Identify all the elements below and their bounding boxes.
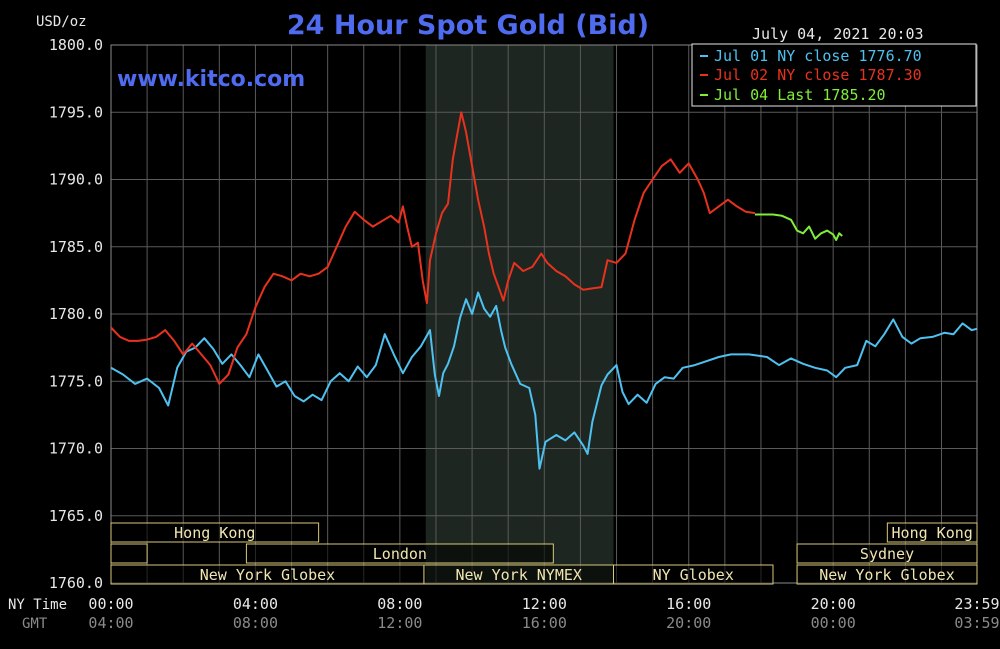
market-sessions: Hong Kong Hong Kong London Sydney New York G… <box>110 522 978 585</box>
x-tick-label-ny: 20:00 <box>811 595 856 613</box>
x-tick-label-ny: 16:00 <box>666 595 711 613</box>
x-tick-label-gmt: 12:00 <box>377 614 422 632</box>
legend-label-jul01: Jul 01 NY close 1776.70 <box>714 47 922 65</box>
x-tick-label-ny: 23:59 <box>954 595 999 613</box>
series-line-jul01 <box>110 291 978 470</box>
legend: Jul 01 NY close 1776.70 Jul 02 NY close … <box>691 43 977 107</box>
chart-title: 24 Hour Spot Gold (Bid) <box>287 10 649 41</box>
x-tick-label-ny: 12:00 <box>522 595 567 613</box>
x-tick-label-ny: 04:00 <box>233 595 278 613</box>
watermark: www.kitco.com <box>117 67 305 92</box>
y-tick-label: 1775.0 <box>49 372 103 390</box>
series-line-jul04 <box>754 213 843 241</box>
x-tick-label-gmt: 16:00 <box>522 614 567 632</box>
y-tick-label: 1765.0 <box>49 507 103 525</box>
x-tick-label-gmt: 00:00 <box>811 614 856 632</box>
session-label: NY Globex <box>653 566 734 584</box>
y-tick-label: 1800.0 <box>49 36 103 54</box>
grid-lines <box>110 44 978 584</box>
session-label: Sydney <box>860 545 914 563</box>
series-line-jul02 <box>110 111 756 385</box>
x-tick-label-gmt: 03:59 <box>954 614 999 632</box>
session-label: New York NYMEX <box>456 566 582 584</box>
y-tick-label: 1785.0 <box>49 238 103 256</box>
session-label: Hong Kong <box>892 524 973 542</box>
y-tick-label: 1760.0 <box>49 574 103 592</box>
x-tick-label-gmt: 20:00 <box>666 614 711 632</box>
y-axis-ticks: 1760.0 1765.0 1770.0 1775.0 1780.0 1785.0 1790… <box>49 36 103 592</box>
session-label: London <box>373 545 427 563</box>
series-layer <box>110 111 978 470</box>
session-label: Hong Kong <box>174 524 255 542</box>
y-tick-label: 1795.0 <box>49 103 103 121</box>
x-axis-ticks: 00:0004:0004:0008:0008:0012:0012:0016:00… <box>88 595 999 632</box>
y-tick-label: 1790.0 <box>49 171 103 189</box>
y-tick-label: 1770.0 <box>49 440 103 458</box>
session-band <box>613 564 774 585</box>
session-band <box>110 543 148 564</box>
x-axis-label-gmt: GMT <box>22 616 48 632</box>
session-band <box>796 543 978 564</box>
x-tick-label-gmt: 08:00 <box>233 614 278 632</box>
unit-label: USD/oz <box>36 14 87 30</box>
x-tick-label-gmt: 04:00 <box>88 614 133 632</box>
session-label: New York Globex <box>200 566 335 584</box>
session-band <box>110 522 320 543</box>
legend-box <box>691 43 977 107</box>
y-tick-label: 1780.0 <box>49 305 103 323</box>
x-tick-label-ny: 00:00 <box>88 595 133 613</box>
x-tick-label-ny: 08:00 <box>377 595 422 613</box>
session-band <box>245 543 554 564</box>
legend-label-jul02: Jul 02 NY close 1787.30 <box>714 66 922 84</box>
session-label: New York Globex <box>819 566 954 584</box>
x-axis-label-ny: NY Time <box>8 597 67 613</box>
session-band <box>886 522 978 543</box>
legend-label-jul04: Jul 04 Last 1785.20 <box>714 86 886 104</box>
datetime-label: July 04, 2021 20:03 <box>752 25 924 43</box>
session-band <box>796 564 978 585</box>
